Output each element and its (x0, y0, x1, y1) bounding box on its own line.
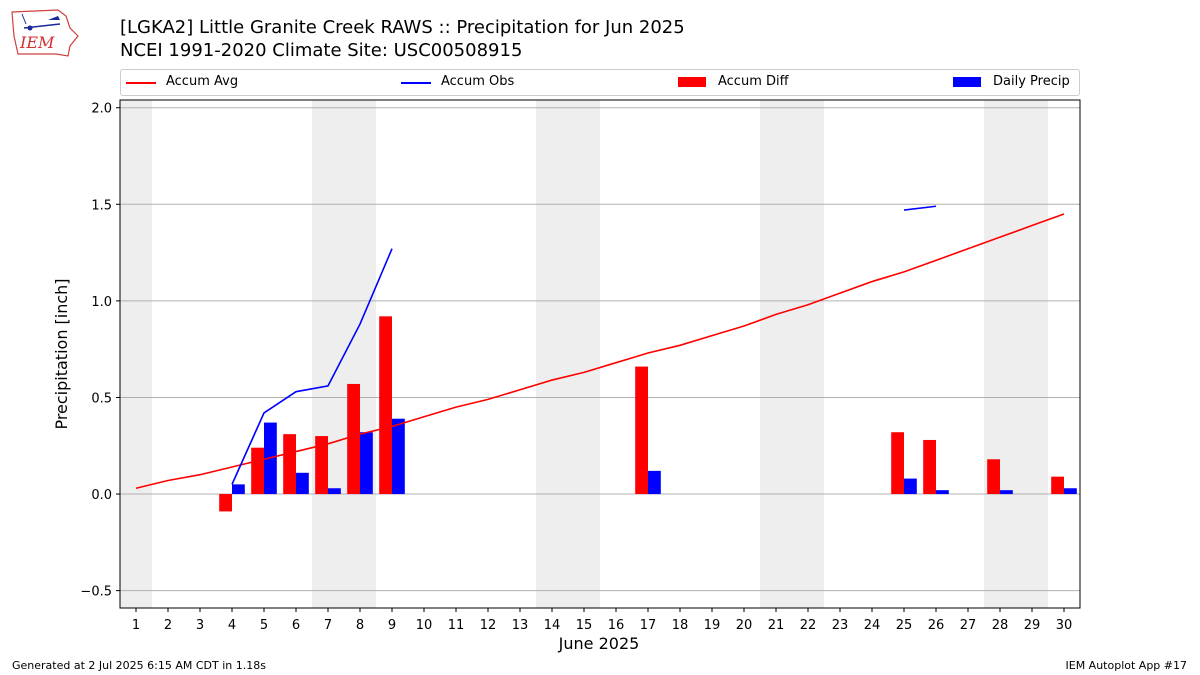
accum-diff-bar (923, 439, 936, 495)
legend-line-red (126, 82, 156, 84)
x-tick-label: 18 (672, 618, 689, 633)
daily-precip-bar (936, 490, 949, 495)
y-tick-label: 0.5 (91, 391, 112, 406)
daily-precip-bar (232, 484, 245, 495)
daily-precip-bar (360, 432, 373, 495)
iem-logo: IEM (8, 6, 80, 60)
x-tick-label: 30 (1056, 618, 1073, 633)
accum-diff-bar (219, 494, 232, 512)
legend-item-daily-precip: Daily Precip (953, 74, 1077, 92)
y-tick-label: 0.0 (91, 488, 112, 503)
chart-subtitle: NCEI 1991-2020 Climate Site: USC00508915 (120, 40, 523, 61)
x-tick-label: 16 (608, 618, 625, 633)
weekend-band (792, 100, 824, 608)
weekend-band (344, 100, 376, 608)
daily-precip-bar (648, 470, 661, 495)
weekend-band (760, 100, 792, 608)
legend-item-accum-diff: Accum Diff (678, 74, 878, 92)
weekend-band (120, 100, 152, 608)
accum-diff-bar (283, 434, 296, 495)
x-tick-label: 23 (832, 618, 849, 633)
daily-precip-bar (296, 472, 309, 495)
x-tick-label: 28 (992, 618, 1009, 633)
x-tick-label: 5 (260, 618, 268, 633)
accum-diff-bar (347, 383, 360, 495)
accum-avg-line (135, 213, 1065, 490)
x-tick-label: 29 (1024, 618, 1041, 633)
accum-diff-bar (379, 316, 392, 495)
accum-diff-bar (1051, 476, 1064, 495)
daily-precip-bar (1064, 488, 1077, 495)
x-tick-label: 12 (480, 618, 497, 633)
accum-diff-bar (251, 447, 264, 495)
x-tick-label: 15 (576, 618, 593, 633)
chart-title: [LGKA2] Little Granite Creek RAWS :: Pre… (120, 17, 685, 38)
weekend-band (1016, 100, 1048, 608)
y-tick-label: 1.0 (91, 295, 112, 310)
x-tick-label: 22 (800, 618, 817, 633)
x-tick-label: 7 (324, 618, 332, 633)
legend: Accum Avg Accum Obs Accum Diff Daily Pre… (120, 69, 1080, 96)
footer-generated: Generated at 2 Jul 2025 6:15 AM CDT in 1… (12, 659, 266, 672)
x-tick-label: 26 (928, 618, 945, 633)
accum-diff-bar (891, 432, 904, 495)
y-axis-label: Precipitation [inch] (52, 278, 71, 429)
y-tick-label: 2.0 (91, 102, 112, 117)
legend-label: Accum Obs (441, 74, 515, 89)
weekend-band (312, 100, 344, 608)
weekend-band (984, 100, 1016, 608)
x-tick-label: 19 (704, 618, 721, 633)
daily-precip-bar (1000, 490, 1013, 495)
accum-obs-line (231, 248, 393, 485)
accum-diff-bar (635, 366, 648, 495)
x-tick-label: 17 (640, 618, 657, 633)
plot-frame (119, 99, 1081, 609)
y-tick-label: −0.5 (80, 585, 112, 600)
x-tick-label: 6 (292, 618, 300, 633)
legend-label: Accum Avg (166, 74, 239, 89)
y-tick-label: 1.5 (91, 198, 112, 213)
legend-line-blue (401, 82, 431, 84)
legend-item-accum-obs: Accum Obs (401, 74, 601, 92)
weekend-band (536, 100, 568, 608)
weekend-band (568, 100, 600, 608)
logo-text: IEM (19, 33, 55, 52)
x-tick-label: 13 (512, 618, 529, 633)
legend-patch-red (678, 77, 706, 87)
legend-patch-blue (953, 77, 981, 87)
legend-item-accum-avg: Accum Avg (126, 74, 326, 92)
x-tick-label: 10 (416, 618, 433, 633)
x-tick-label: 4 (228, 618, 236, 633)
accum-diff-bar (315, 436, 328, 495)
accum-obs-line (903, 205, 937, 211)
x-tick-label: 25 (896, 618, 913, 633)
x-tick-label: 2 (164, 618, 172, 633)
x-tick-label: 24 (864, 618, 881, 633)
x-tick-label: 14 (544, 618, 561, 633)
x-axis-label: June 2025 (558, 634, 640, 653)
x-tick-label: 9 (388, 618, 396, 633)
x-tick-label: 3 (196, 618, 204, 633)
accum-diff-bar (987, 459, 1000, 495)
x-tick-label: 21 (768, 618, 785, 633)
daily-precip-bar (392, 418, 405, 495)
daily-precip-bar (904, 478, 917, 495)
x-tick-label: 20 (736, 618, 753, 633)
x-tick-label: 1 (132, 618, 140, 633)
x-tick-label: 27 (960, 618, 977, 633)
legend-label: Accum Diff (718, 74, 789, 89)
x-tick-label: 8 (356, 618, 364, 633)
legend-label: Daily Precip (993, 74, 1070, 89)
daily-precip-bar (328, 488, 341, 495)
footer-app: IEM Autoplot App #17 (1065, 659, 1188, 672)
x-tick-label: 11 (448, 618, 465, 633)
